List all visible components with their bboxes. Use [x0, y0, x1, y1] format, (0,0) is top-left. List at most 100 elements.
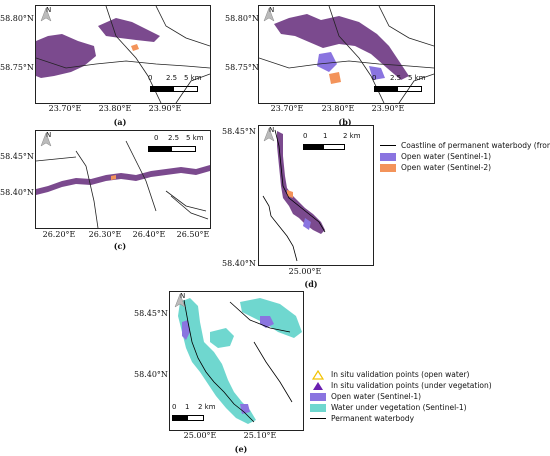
panel-a-road-3	[155, 6, 210, 47]
panel-a-water-upper	[98, 18, 160, 42]
panel-e-lat-tick-1: 58.45°N	[134, 309, 168, 318]
legend-top-label-3: Open water (Sentinel-2)	[401, 163, 492, 172]
panel-a-scale-0: 0	[148, 74, 153, 82]
panel-b-water-main	[274, 14, 409, 80]
panel-c-north-arrow	[39, 133, 53, 147]
panel-b-road-2	[328, 6, 385, 103]
panel-c-road-2	[125, 140, 157, 212]
panel-b-label: (b)	[338, 117, 352, 127]
legend-top-row-coastline: Coastline of permanent waterbody (from E…	[380, 140, 550, 151]
panel-e-scale-mid: 1	[185, 403, 190, 411]
panel-b-road-4	[398, 73, 434, 103]
panel-c-scale-0: 0	[154, 134, 159, 142]
panel-e-scale-bar-black	[173, 416, 188, 420]
north-arrow-icon	[263, 128, 275, 142]
panel-d-sentinel1-spots	[303, 218, 311, 230]
panel-c-road-5	[36, 156, 77, 162]
north-arrow-icon	[40, 133, 52, 147]
panel-e-under-vegetation-3	[210, 328, 234, 348]
panel-a-scale-bar	[150, 86, 198, 92]
panel-e-road	[229, 301, 291, 333]
legend-top: Coastline of permanent waterbody (from E…	[380, 140, 550, 173]
panel-b-scale-bar-black	[375, 87, 398, 91]
panel-b-road-3	[378, 6, 434, 47]
panel-d-north-label: N	[269, 126, 275, 134]
north-arrow-icon	[174, 294, 186, 308]
panel-e-lon-tick-1: 25.00°E	[183, 431, 217, 440]
panel-a-north-label: N	[46, 6, 52, 14]
panel-e-north-arrow	[173, 294, 187, 308]
legend-permanent-swatch	[310, 418, 326, 419]
panel-d-label: (d)	[304, 279, 318, 289]
panel-c-label: (c)	[113, 241, 127, 251]
panel-c-lon-tick-2: 26.30°E	[88, 230, 122, 239]
panel-b-sentinel2-spots	[329, 72, 341, 84]
panel-b-lon-tick-1: 23.70°E	[270, 104, 304, 113]
panel-a-sentinel2-spots	[131, 44, 139, 51]
panel-d-map: N 0 1 2 km	[258, 125, 374, 266]
panel-c-scale-bar	[148, 146, 196, 152]
panel-a-road-2	[105, 6, 162, 103]
legend-bottom-label-1: In situ validation points (open water)	[331, 370, 470, 379]
panel-b-lon-tick-3: 23.90°E	[371, 104, 405, 113]
panel-b-road	[259, 57, 434, 69]
panel-d-sentinel2-spots	[287, 190, 293, 198]
panel-a-label: (a)	[113, 117, 127, 127]
panel-b-sentinel1-spots	[317, 52, 337, 72]
panel-e-scale-0: 0	[172, 403, 177, 411]
panel-b-map-svg	[259, 6, 434, 103]
legend-bottom-label-5: Permanent waterbody	[331, 414, 415, 423]
panel-b-sentinel1-spots-2	[369, 66, 385, 80]
panel-d-lat-tick-2: 58.40°N	[222, 259, 256, 268]
panel-e-under-vegetation	[178, 298, 256, 424]
panel-c-lat-tick-1: 58.45°N	[0, 152, 34, 161]
vegetation-point-icon	[313, 381, 323, 390]
legend-bottom-row-s1: Open water (Sentinel-1)	[310, 391, 492, 402]
panel-a-map: N 0 2.5 5 km	[35, 5, 211, 104]
panel-c-river-water	[36, 165, 210, 195]
panel-b-north-arrow	[262, 8, 276, 22]
panel-c-lat-tick-2: 58.40°N	[0, 188, 34, 197]
legend-bottom-label-2: In situ validation points (under vegetat…	[331, 381, 492, 390]
panel-e-label: (e)	[234, 444, 248, 454]
panel-d-scale-bar-black	[304, 145, 324, 149]
panel-e-open-water-3	[240, 404, 250, 414]
panel-c-road-4	[170, 195, 209, 220]
open-water-point-icon	[311, 369, 325, 380]
panel-d-north-arrow	[262, 128, 276, 142]
panel-c-map: N 0 2.5 5 km	[35, 130, 211, 229]
panel-b-scale-bar	[374, 86, 422, 92]
panel-d-map-svg	[262, 129, 326, 262]
panel-d-scale-mid: 1	[323, 132, 328, 140]
panel-d-coastline-2	[262, 195, 298, 262]
panel-e-scale-bar	[172, 415, 204, 421]
legend-under-vegetation-swatch	[310, 403, 326, 412]
panel-e-permanent-waterbody	[183, 299, 255, 423]
legend-bottom-row-open-water-points: In situ validation points (open water)	[310, 369, 492, 380]
legend-top-row-s1: Open water (Sentinel-1)	[380, 151, 550, 162]
panel-c-scale-bar-black	[149, 147, 172, 151]
panel-e-map-svg	[178, 298, 302, 424]
panel-c-road	[75, 150, 99, 228]
north-arrow-icon	[263, 8, 275, 22]
legend-top-label-1: Coastline of permanent waterbody (from E…	[401, 141, 550, 150]
panel-d-scale-bar	[303, 144, 345, 150]
panel-c-scale-end: 5 km	[186, 134, 204, 142]
panel-a-lat-tick-1: 58.80°N	[0, 14, 34, 23]
panel-b-scale-mid: 2.5	[390, 74, 402, 82]
panel-e-map: N 0 1 2 km	[169, 291, 304, 431]
panel-e-lat-tick-2: 58.40°N	[134, 370, 168, 379]
legend-bottom-row-permanent: Permanent waterbody	[310, 413, 492, 424]
legend-bottom: In situ validation points (open water) I…	[310, 369, 492, 424]
panel-e-north-label: N	[180, 292, 186, 300]
panel-c-lon-tick-4: 26.50°E	[176, 230, 210, 239]
panel-b-map: N 0 2.5 5 km	[258, 5, 435, 104]
legend-s2-swatch	[380, 163, 396, 172]
panel-a-lat-tick-2: 58.75°N	[0, 63, 34, 72]
panel-d-scale-0: 0	[303, 132, 308, 140]
panel-a-scale-mid: 2.5	[166, 74, 178, 82]
panel-c-lon-tick-1: 26.20°E	[42, 230, 76, 239]
panel-c-map-svg	[36, 140, 210, 228]
panel-d-scale-end: 2 km	[343, 132, 361, 140]
legend-coastline-swatch	[380, 145, 396, 146]
